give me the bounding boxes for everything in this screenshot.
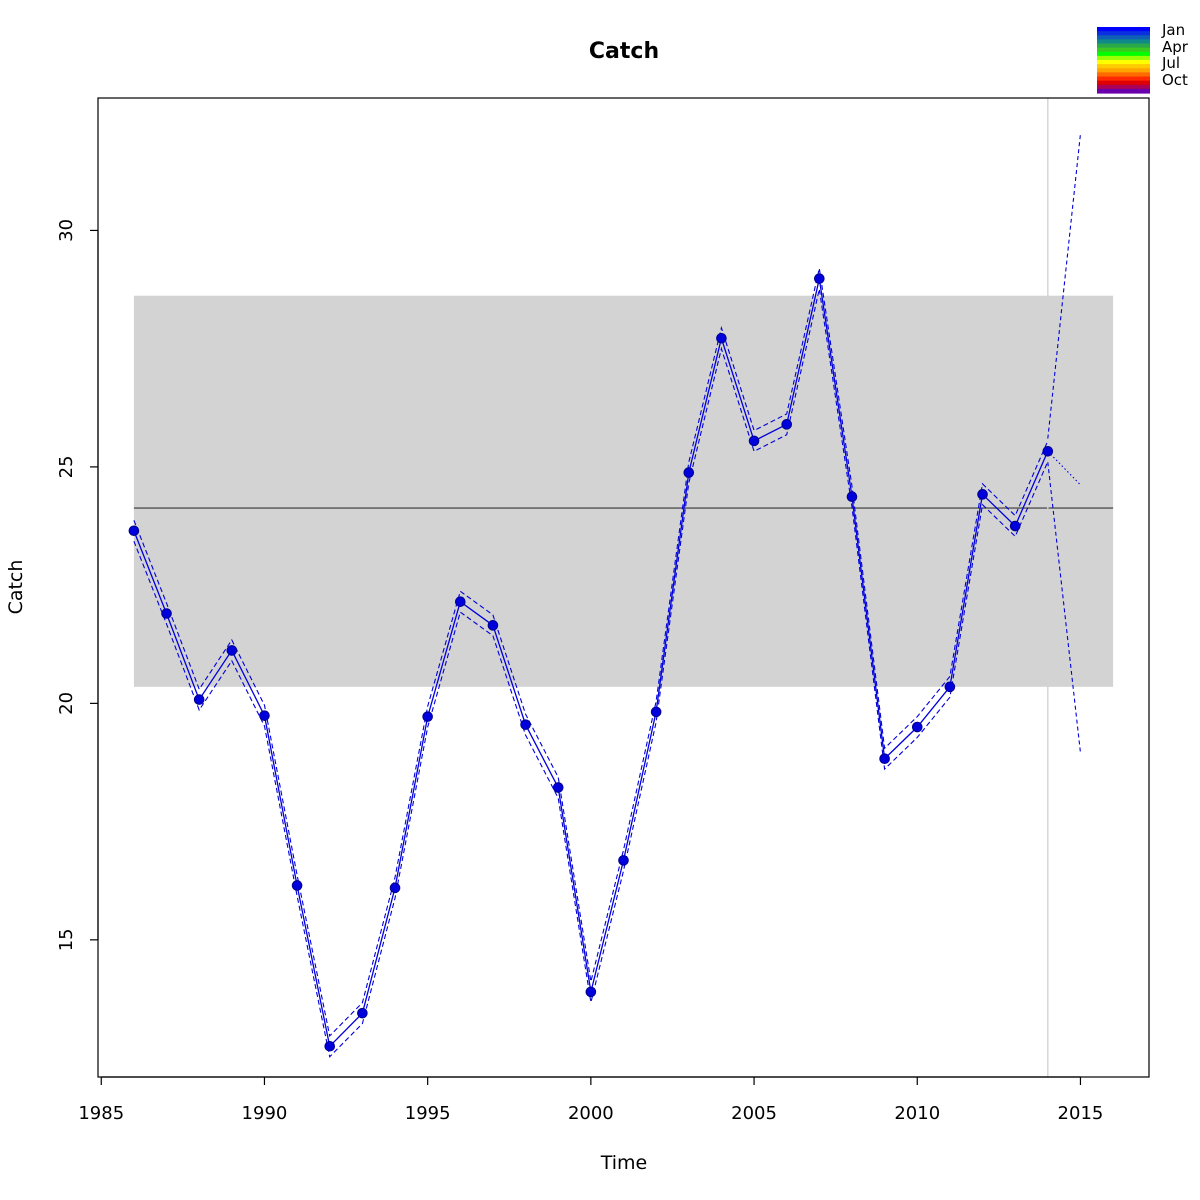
data-point [161,608,172,619]
legend-color-swatch [1097,60,1150,65]
y-tick-label: 25 [56,455,77,478]
data-point [977,489,988,500]
legend-color-swatch [1097,68,1150,73]
data-point [552,782,564,793]
data-point [618,855,629,866]
data-point [324,1040,336,1052]
forecast-upper [1047,133,1082,439]
data-point [814,273,825,284]
x-axis-label: Time [600,1152,648,1174]
legend-color-swatch [1097,76,1150,82]
legend-color-swatch [1097,64,1150,69]
data-point [716,332,727,344]
data-point [259,710,270,721]
data-point [879,753,890,765]
x-tick-label: 2000 [568,1103,614,1124]
plot-area [128,98,1114,1077]
data-point [520,719,531,730]
legend-color-swatch [1097,39,1150,45]
legend-color-swatch [1097,35,1150,40]
range-band [133,295,1114,687]
legend-color-swatch [1097,84,1150,90]
data-point [911,721,923,733]
x-tick-label: 2005 [731,1103,777,1124]
data-point [683,467,695,478]
legend-color-swatch [1097,80,1150,86]
series-upper-bound [133,268,1049,1038]
x-tick-label: 1985 [78,1103,124,1124]
data-point [226,645,238,656]
data-point [128,525,140,537]
data-point [291,880,303,891]
legend-color-swatch [1097,88,1150,94]
legend-color-swatch [1097,31,1150,36]
legend-label: Jan [1161,21,1185,39]
legend-label: Apr [1162,38,1189,56]
data-point [193,694,205,705]
legend-color-swatch [1097,51,1150,57]
legend-color-swatch [1097,72,1150,78]
data-point [944,681,956,693]
x-tick-label: 1995 [405,1103,451,1124]
data-point [650,706,662,718]
data-point [846,491,858,502]
data-point [781,419,792,430]
data-point [455,596,466,607]
axes: 1985 1990 1995 2000 2005 2010 2015 15 20 25 30 [56,97,1150,1124]
x-tick-label: 2015 [1058,1103,1104,1124]
data-point [1009,520,1021,532]
data-point [748,435,760,447]
legend-color-swatch [1097,43,1150,49]
x-tick-label: 1990 [242,1103,288,1124]
data-point [487,620,499,631]
legend-label: Jul [1161,54,1180,72]
y-tick-label: 30 [56,219,77,242]
legend-color-swatch [1097,55,1150,61]
legend-color-swatch [1097,27,1150,32]
y-axis-label: Catch [5,560,27,615]
data-point [389,882,401,894]
data-point [357,1007,368,1019]
y-tick-label: 15 [56,928,77,951]
series-lower-bound [133,288,1049,1058]
y-tick-label: 20 [56,692,77,715]
data-point [585,986,597,998]
data-point [1042,445,1054,457]
data-point [422,711,433,722]
chart-title: Catch [589,39,659,64]
x-tick-label: 2010 [894,1103,940,1124]
legend-color-swatch [1097,47,1150,53]
legend-label: Oct [1162,71,1188,89]
